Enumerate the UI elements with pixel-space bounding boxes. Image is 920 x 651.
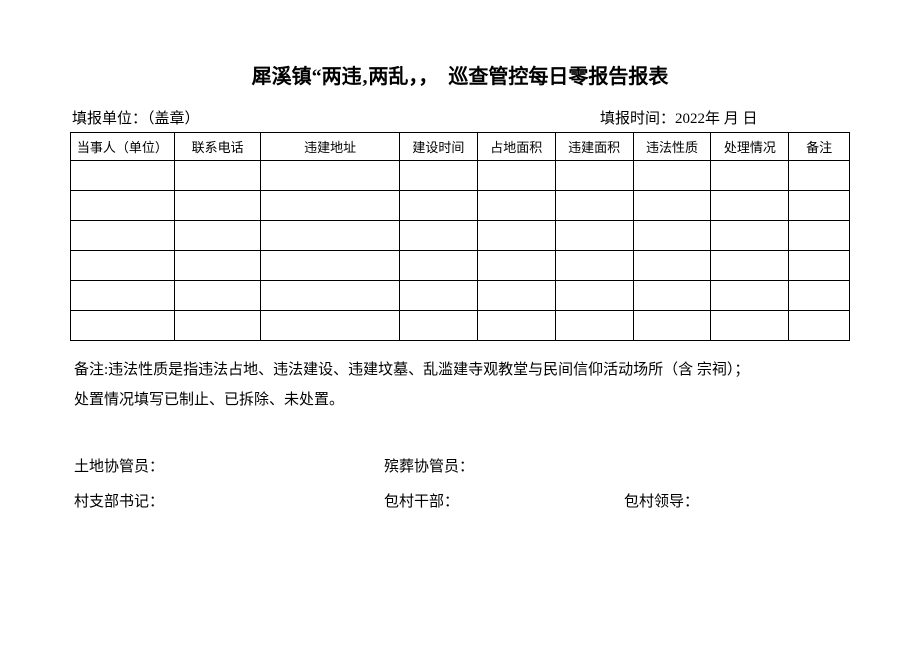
table-header-cell: 违建面积 <box>555 133 633 161</box>
table-cell <box>261 311 399 341</box>
table-cell <box>633 161 711 191</box>
document-title: 犀溪镇“两违‚两乱，， 巡查管控每日零报告报表 <box>70 60 850 89</box>
land-coordinator-label: 土地协管员： <box>74 455 384 476</box>
table-cell <box>71 311 175 341</box>
table-cell <box>555 191 633 221</box>
table-cell <box>555 221 633 251</box>
table-cell <box>174 161 261 191</box>
note-line-1: 备注:违法性质是指违法占地、违法建设、违建坟墓、乱滥建寺观教堂与民间信仰活动场所… <box>74 355 846 385</box>
table-cell <box>71 191 175 221</box>
table-cell <box>789 251 850 281</box>
table-row <box>71 161 850 191</box>
table-cell <box>633 221 711 251</box>
table-cell <box>711 311 789 341</box>
table-cell <box>174 281 261 311</box>
table-row <box>71 191 850 221</box>
signature-row-1: 土地协管员： 殡葬协管员： <box>74 455 846 476</box>
table-header-cell: 处理情况 <box>711 133 789 161</box>
table-cell <box>399 161 477 191</box>
notes-section: 备注:违法性质是指违法占地、违法建设、违建坟墓、乱滥建寺观教堂与民间信仰活动场所… <box>70 355 850 415</box>
table-cell <box>477 191 555 221</box>
funeral-coordinator-label: 殡葬协管员： <box>384 455 624 476</box>
table-cell <box>399 281 477 311</box>
table-header-cell: 建设时间 <box>399 133 477 161</box>
table-cell <box>789 191 850 221</box>
table-header-cell: 违建地址 <box>261 133 399 161</box>
table-header-cell: 占地面积 <box>477 133 555 161</box>
table-row <box>71 251 850 281</box>
table-cell <box>555 161 633 191</box>
table-cell <box>174 251 261 281</box>
table-cell <box>789 221 850 251</box>
table-header-cell: 当事人（单位） <box>71 133 175 161</box>
table-row <box>71 311 850 341</box>
table-cell <box>711 281 789 311</box>
table-cell <box>174 221 261 251</box>
table-cell <box>71 281 175 311</box>
table-cell <box>261 161 399 191</box>
village-cadre-label: 包村干部： <box>384 490 624 511</box>
reporting-unit-label: 填报单位：（盖章） <box>72 107 320 128</box>
note-line-2: 处置情况填写已制止、已拆除、未处置。 <box>74 385 846 415</box>
table-header-cell: 联系电话 <box>174 133 261 161</box>
table-cell <box>477 221 555 251</box>
signatures-section: 土地协管员： 殡葬协管员： 村支部书记： 包村干部： 包村领导： <box>70 455 850 511</box>
table-cell <box>477 281 555 311</box>
table-cell <box>399 251 477 281</box>
table-cell <box>71 161 175 191</box>
table-cell <box>261 191 399 221</box>
table-cell <box>174 191 261 221</box>
header-row: 填报单位：（盖章） 填报时间：2022年 月 日 <box>70 107 850 128</box>
table-cell <box>477 311 555 341</box>
table-cell <box>633 191 711 221</box>
village-secretary-label: 村支部书记： <box>74 490 384 511</box>
table-cell <box>261 251 399 281</box>
table-header-cell: 备注 <box>789 133 850 161</box>
table-cell <box>261 281 399 311</box>
table-row <box>71 221 850 251</box>
table-cell <box>399 221 477 251</box>
table-cell <box>261 221 399 251</box>
sig-spacer <box>624 455 846 476</box>
table-cell <box>711 161 789 191</box>
table-cell <box>71 221 175 251</box>
signature-row-2: 村支部书记： 包村干部： 包村领导： <box>74 490 846 511</box>
table-cell <box>174 311 261 341</box>
table-cell <box>633 281 711 311</box>
table-cell <box>477 251 555 281</box>
table-row <box>71 281 850 311</box>
table-cell <box>789 281 850 311</box>
table-header-cell: 违法性质 <box>633 133 711 161</box>
reporting-time-label: 填报时间：2022年 月 日 <box>320 107 848 128</box>
table-cell <box>555 251 633 281</box>
table-cell <box>555 281 633 311</box>
table-cell <box>477 161 555 191</box>
table-cell <box>633 311 711 341</box>
table-header-row: 当事人（单位）联系电话违建地址建设时间占地面积违建面积违法性质处理情况备注 <box>71 133 850 161</box>
table-cell <box>789 311 850 341</box>
table-cell <box>71 251 175 281</box>
table-cell <box>399 311 477 341</box>
table-cell <box>789 161 850 191</box>
report-table: 当事人（单位）联系电话违建地址建设时间占地面积违建面积违法性质处理情况备注 <box>70 132 850 341</box>
table-cell <box>711 251 789 281</box>
table-cell <box>633 251 711 281</box>
table-cell <box>711 221 789 251</box>
table-cell <box>555 311 633 341</box>
table-cell <box>399 191 477 221</box>
village-leader-label: 包村领导： <box>624 490 846 511</box>
table-cell <box>711 191 789 221</box>
